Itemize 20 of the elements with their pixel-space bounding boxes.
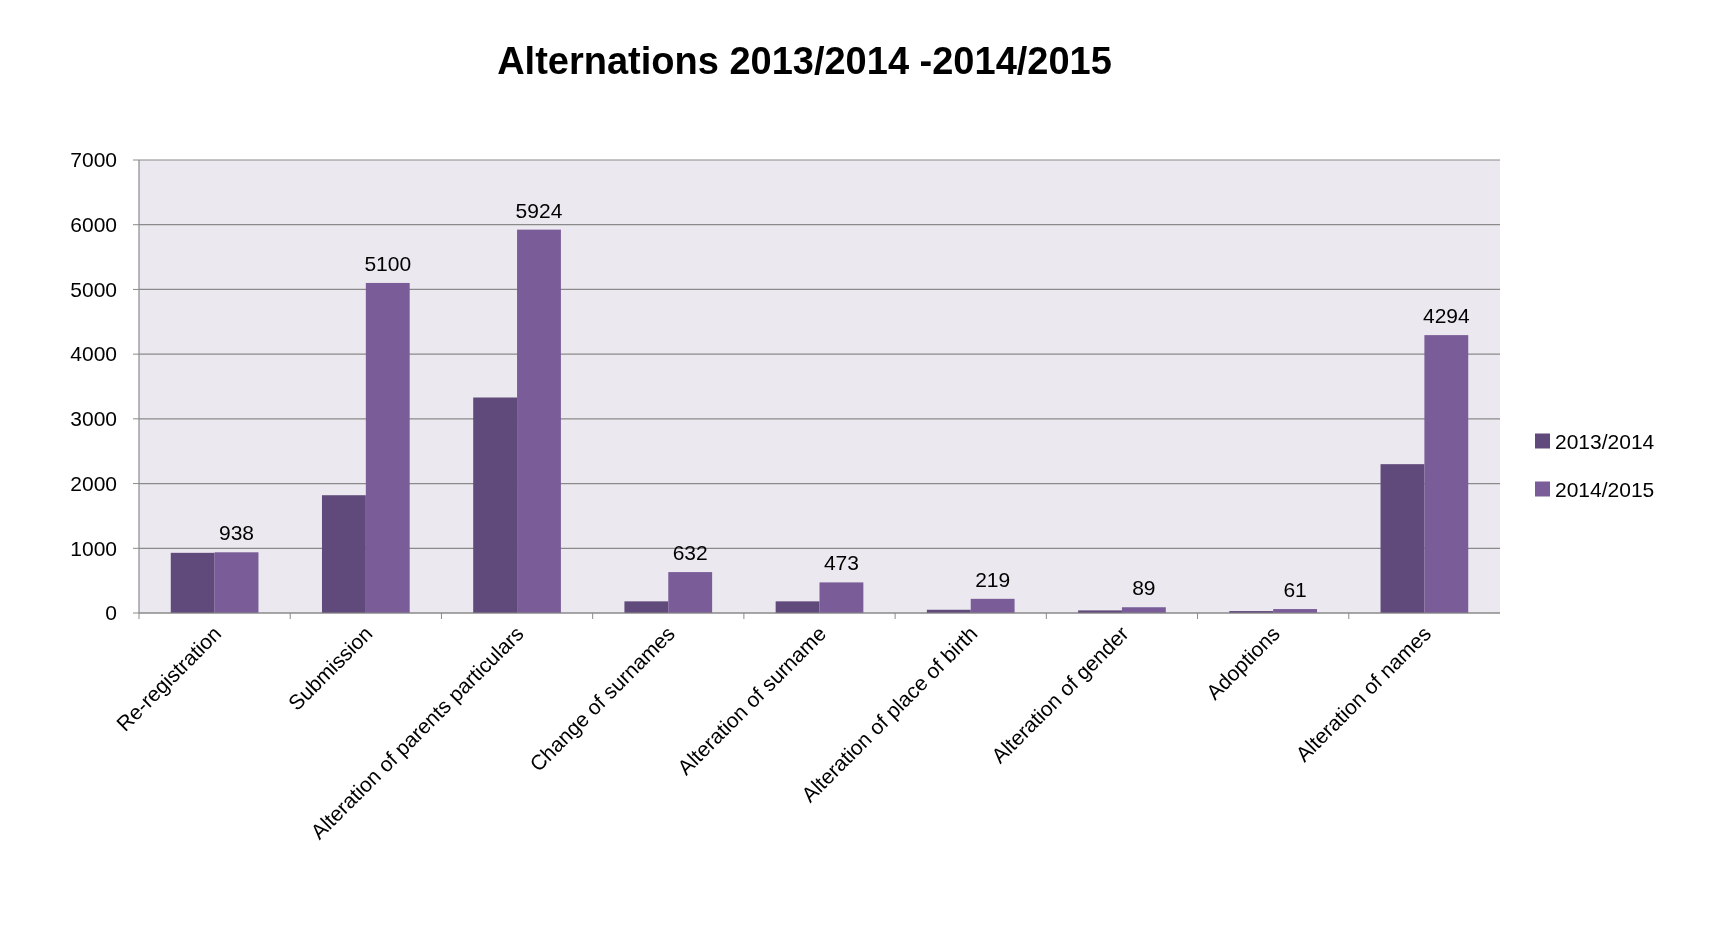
data-label: 61 <box>1283 578 1307 602</box>
legend-label: 2013/2014 <box>1555 429 1655 453</box>
data-label: 473 <box>823 551 859 575</box>
y-tick-label: 0 <box>105 601 117 625</box>
legend-label: 2014/2015 <box>1555 477 1655 501</box>
data-label: 5924 <box>515 198 563 222</box>
data-label: 632 <box>672 541 708 565</box>
chart-title: Alternations 2013/2014 -2014/2015 <box>497 40 1112 82</box>
data-label: 5100 <box>364 251 412 275</box>
y-tick-label: 2000 <box>70 471 117 495</box>
y-tick-label: 6000 <box>70 213 117 237</box>
data-label: 219 <box>975 567 1011 591</box>
data-label: 89 <box>1132 576 1156 600</box>
y-tick-label: 1000 <box>70 536 117 560</box>
y-tick-label: 5000 <box>70 277 117 301</box>
y-tick-label: 4000 <box>70 342 117 366</box>
data-label: 938 <box>219 521 255 545</box>
y-tick-label: 7000 <box>70 148 117 172</box>
y-tick-label: 3000 <box>70 407 117 431</box>
data-label: 4294 <box>1422 304 1470 328</box>
